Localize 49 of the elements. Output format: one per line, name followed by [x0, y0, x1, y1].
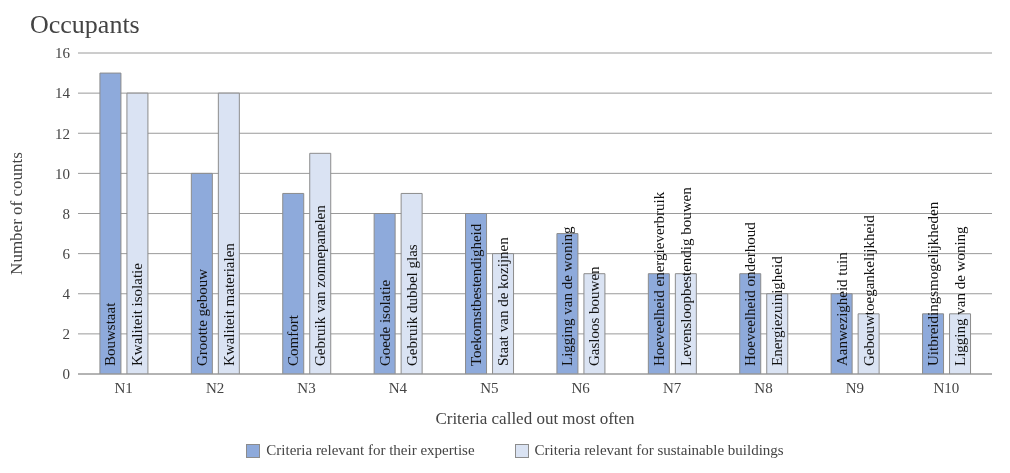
annotation: Hoeveelheid onderhoud — [742, 221, 759, 366]
legend-label: Criteria relevant for sustainable buildings — [534, 442, 784, 459]
annotation: Goede isolatie — [376, 279, 393, 366]
y-tick-label: 14 — [55, 85, 71, 102]
chart-title: Occupants — [30, 10, 140, 40]
annotation: Gebruik dubbel glas — [403, 244, 420, 366]
y-tick-label: 6 — [62, 245, 71, 262]
y-tick-label: 4 — [62, 286, 71, 303]
x-tick-label: N5 — [480, 379, 499, 396]
annotation: Hoeveelheid energieverbruik — [650, 191, 667, 366]
annotation: Uitbreidingsmogelijkheden — [925, 201, 942, 366]
annotation: Toekomstbestendigheid — [468, 223, 485, 366]
x-tick-label: N6 — [571, 379, 591, 396]
x-tick-label: N9 — [845, 379, 865, 396]
legend-label: Criteria relevant for their expertise — [266, 442, 475, 459]
x-tick-label: N8 — [754, 379, 773, 396]
y-tick-label: 16 — [55, 45, 71, 62]
bar — [126, 92, 149, 374]
annotation: Energiezuinigheid — [769, 255, 786, 366]
x-axis-title: Criteria called out most often — [435, 409, 636, 428]
bar — [373, 213, 396, 374]
annotation: Gasloos bouwen — [586, 265, 603, 366]
y-tick-label: 2 — [62, 326, 70, 343]
annotation: Bouwstaat — [102, 301, 119, 366]
bar — [282, 192, 305, 374]
x-tick-label: N2 — [205, 379, 225, 396]
annotation: Ligging van de woning — [952, 225, 969, 366]
annotation: Aanwezigheid tuin — [833, 251, 850, 366]
x-tick-label: N7 — [662, 379, 682, 396]
y-tick-label: 0 — [62, 366, 70, 383]
x-tick-label: N4 — [388, 379, 408, 396]
y-axis-title: Number of counts — [7, 152, 27, 275]
y-tick-label: 10 — [55, 165, 70, 182]
annotation: Gebouwtoegankelijkheid — [860, 214, 877, 366]
y-tick-label: 8 — [62, 205, 70, 222]
annotation: Gebruik van zonnepanelen — [312, 204, 329, 366]
annotation: Levensloopbestendig bouwen — [677, 186, 694, 366]
annotation: Grootte gebouw — [193, 268, 210, 366]
annotation: Kwaliteit materialen — [220, 242, 237, 366]
annotation: Ligging van de woning — [559, 225, 576, 366]
x-tick-label: N10 — [933, 379, 960, 396]
annotation: Kwaliteit isolatie — [129, 262, 146, 366]
bar — [99, 72, 122, 374]
x-tick-label: N3 — [297, 379, 316, 396]
y-tick-label: 12 — [55, 125, 70, 142]
x-tick-label: N1 — [114, 379, 133, 396]
annotation: Comfort — [285, 314, 302, 366]
annotation: Staat van de kozijnen — [495, 236, 512, 366]
bar — [217, 92, 240, 374]
